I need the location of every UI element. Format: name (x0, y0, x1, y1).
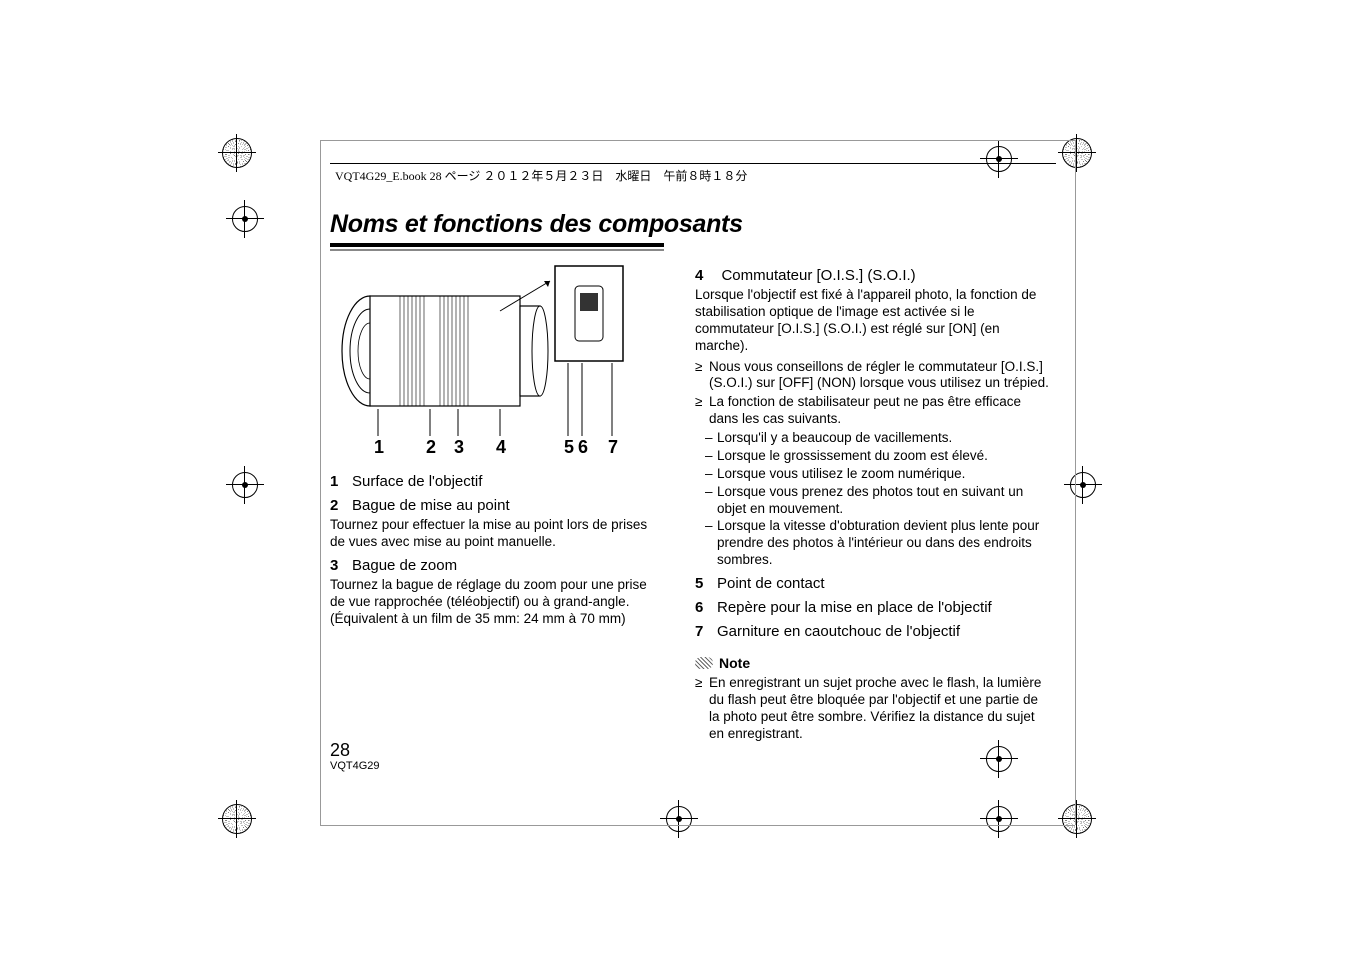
svg-text:7: 7 (608, 437, 618, 457)
item-3: 3Bague de zoom (330, 557, 665, 575)
item-1: 1Surface de l'objectif (330, 473, 665, 491)
cut-line (320, 825, 1075, 826)
svg-text:4: 4 (496, 437, 506, 457)
item-4: 4 Commutateur [O.I.S.] (S.O.I.) (695, 267, 1050, 285)
item-label: Point de contact (717, 575, 825, 592)
cut-line (320, 140, 321, 825)
item-7: 7Garniture en caoutchouc de l'objectif (695, 623, 1050, 641)
svg-text:5: 5 (564, 437, 574, 457)
item-label: Surface de l'objectif (352, 473, 482, 490)
dash-item: –Lorsque le grossissement du zoom est él… (695, 448, 1050, 465)
note-header: Note (695, 655, 1050, 671)
svg-text:2: 2 (426, 437, 436, 457)
item-desc: Tournez pour effectuer la mise au point … (330, 517, 665, 551)
item-label: Garniture en caoutchouc de l'objectif (717, 623, 960, 640)
svg-text:6: 6 (578, 437, 588, 457)
dash-item: –Lorsque vous prenez des photos tout en … (695, 484, 1050, 518)
item-number: 2 (330, 497, 352, 514)
right-column: 4 Commutateur [O.I.S.] (S.O.I.) Lorsque … (695, 261, 1050, 745)
item-number: 7 (695, 623, 717, 640)
item-label: Bague de mise au point (352, 497, 510, 514)
left-column: 1 2 3 4 5 6 7 1Surface de l'objectif2Bag… (330, 261, 665, 745)
dash-list: –Lorsqu'il y a beaucoup de vacillements.… (695, 430, 1050, 569)
item-label: Repère pour la mise en place de l'object… (717, 599, 992, 616)
note-label: Note (719, 655, 750, 671)
item-number: 4 (695, 267, 717, 284)
item-desc: Lorsque l'objectif est fixé à l'appareil… (695, 287, 1050, 355)
print-regmark (660, 800, 698, 838)
cut-line (320, 140, 1075, 141)
note-text: ≥ En enregistrant un sujet proche avec l… (695, 675, 1050, 743)
page-number: 28 (330, 740, 350, 761)
dash-item: –Lorsque vous utilisez le zoom numérique… (695, 466, 1050, 483)
bullet-item: ≥La fonction de stabilisateur peut ne pa… (695, 394, 1050, 428)
svg-text:3: 3 (454, 437, 464, 457)
header-rule (330, 163, 1056, 164)
bullet-list: ≥Nous vous conseillons de régler le comm… (695, 359, 1050, 429)
print-regmark (218, 134, 256, 172)
header-meta: VQT4G29_E.book 28 ページ ２０１２年５月２３日 水曜日 午前８… (335, 167, 747, 184)
print-regmark (226, 466, 264, 504)
dash-item: –Lorsque la vitesse d'obturation devient… (695, 518, 1050, 569)
item-label: Commutateur [O.I.S.] (S.O.I.) (721, 267, 915, 284)
item-desc: Tournez la bague de réglage du zoom pour… (330, 577, 665, 628)
dash-item: –Lorsqu'il y a beaucoup de vacillements. (695, 430, 1050, 447)
item-5: 5Point de contact (695, 575, 1050, 593)
doc-code: VQT4G29 (330, 760, 380, 772)
print-regmark (226, 200, 264, 238)
lens-diagram: 1 2 3 4 5 6 7 (330, 261, 630, 461)
print-regmark (218, 800, 256, 838)
print-regmark (980, 800, 1018, 838)
title-rule (330, 243, 664, 247)
item-number: 1 (330, 473, 352, 490)
page-content: Noms et fonctions des composants (330, 210, 1070, 745)
title-rule-thin (330, 249, 664, 251)
print-regmark (980, 740, 1018, 778)
item-number: 5 (695, 575, 717, 592)
print-regmark (1058, 800, 1096, 838)
bullet-item: ≥Nous vous conseillons de régler le comm… (695, 359, 1050, 393)
item-number: 6 (695, 599, 717, 616)
print-regmark (980, 140, 1018, 178)
item-number: 3 (330, 557, 352, 574)
item-6: 6Repère pour la mise en place de l'objec… (695, 599, 1050, 617)
svg-text:1: 1 (374, 437, 384, 457)
item-label: Bague de zoom (352, 557, 457, 574)
item-2: 2Bague de mise au point (330, 497, 665, 515)
page-title: Noms et fonctions des composants (330, 210, 1070, 239)
note-icon (695, 657, 713, 669)
cut-line (1075, 140, 1076, 825)
